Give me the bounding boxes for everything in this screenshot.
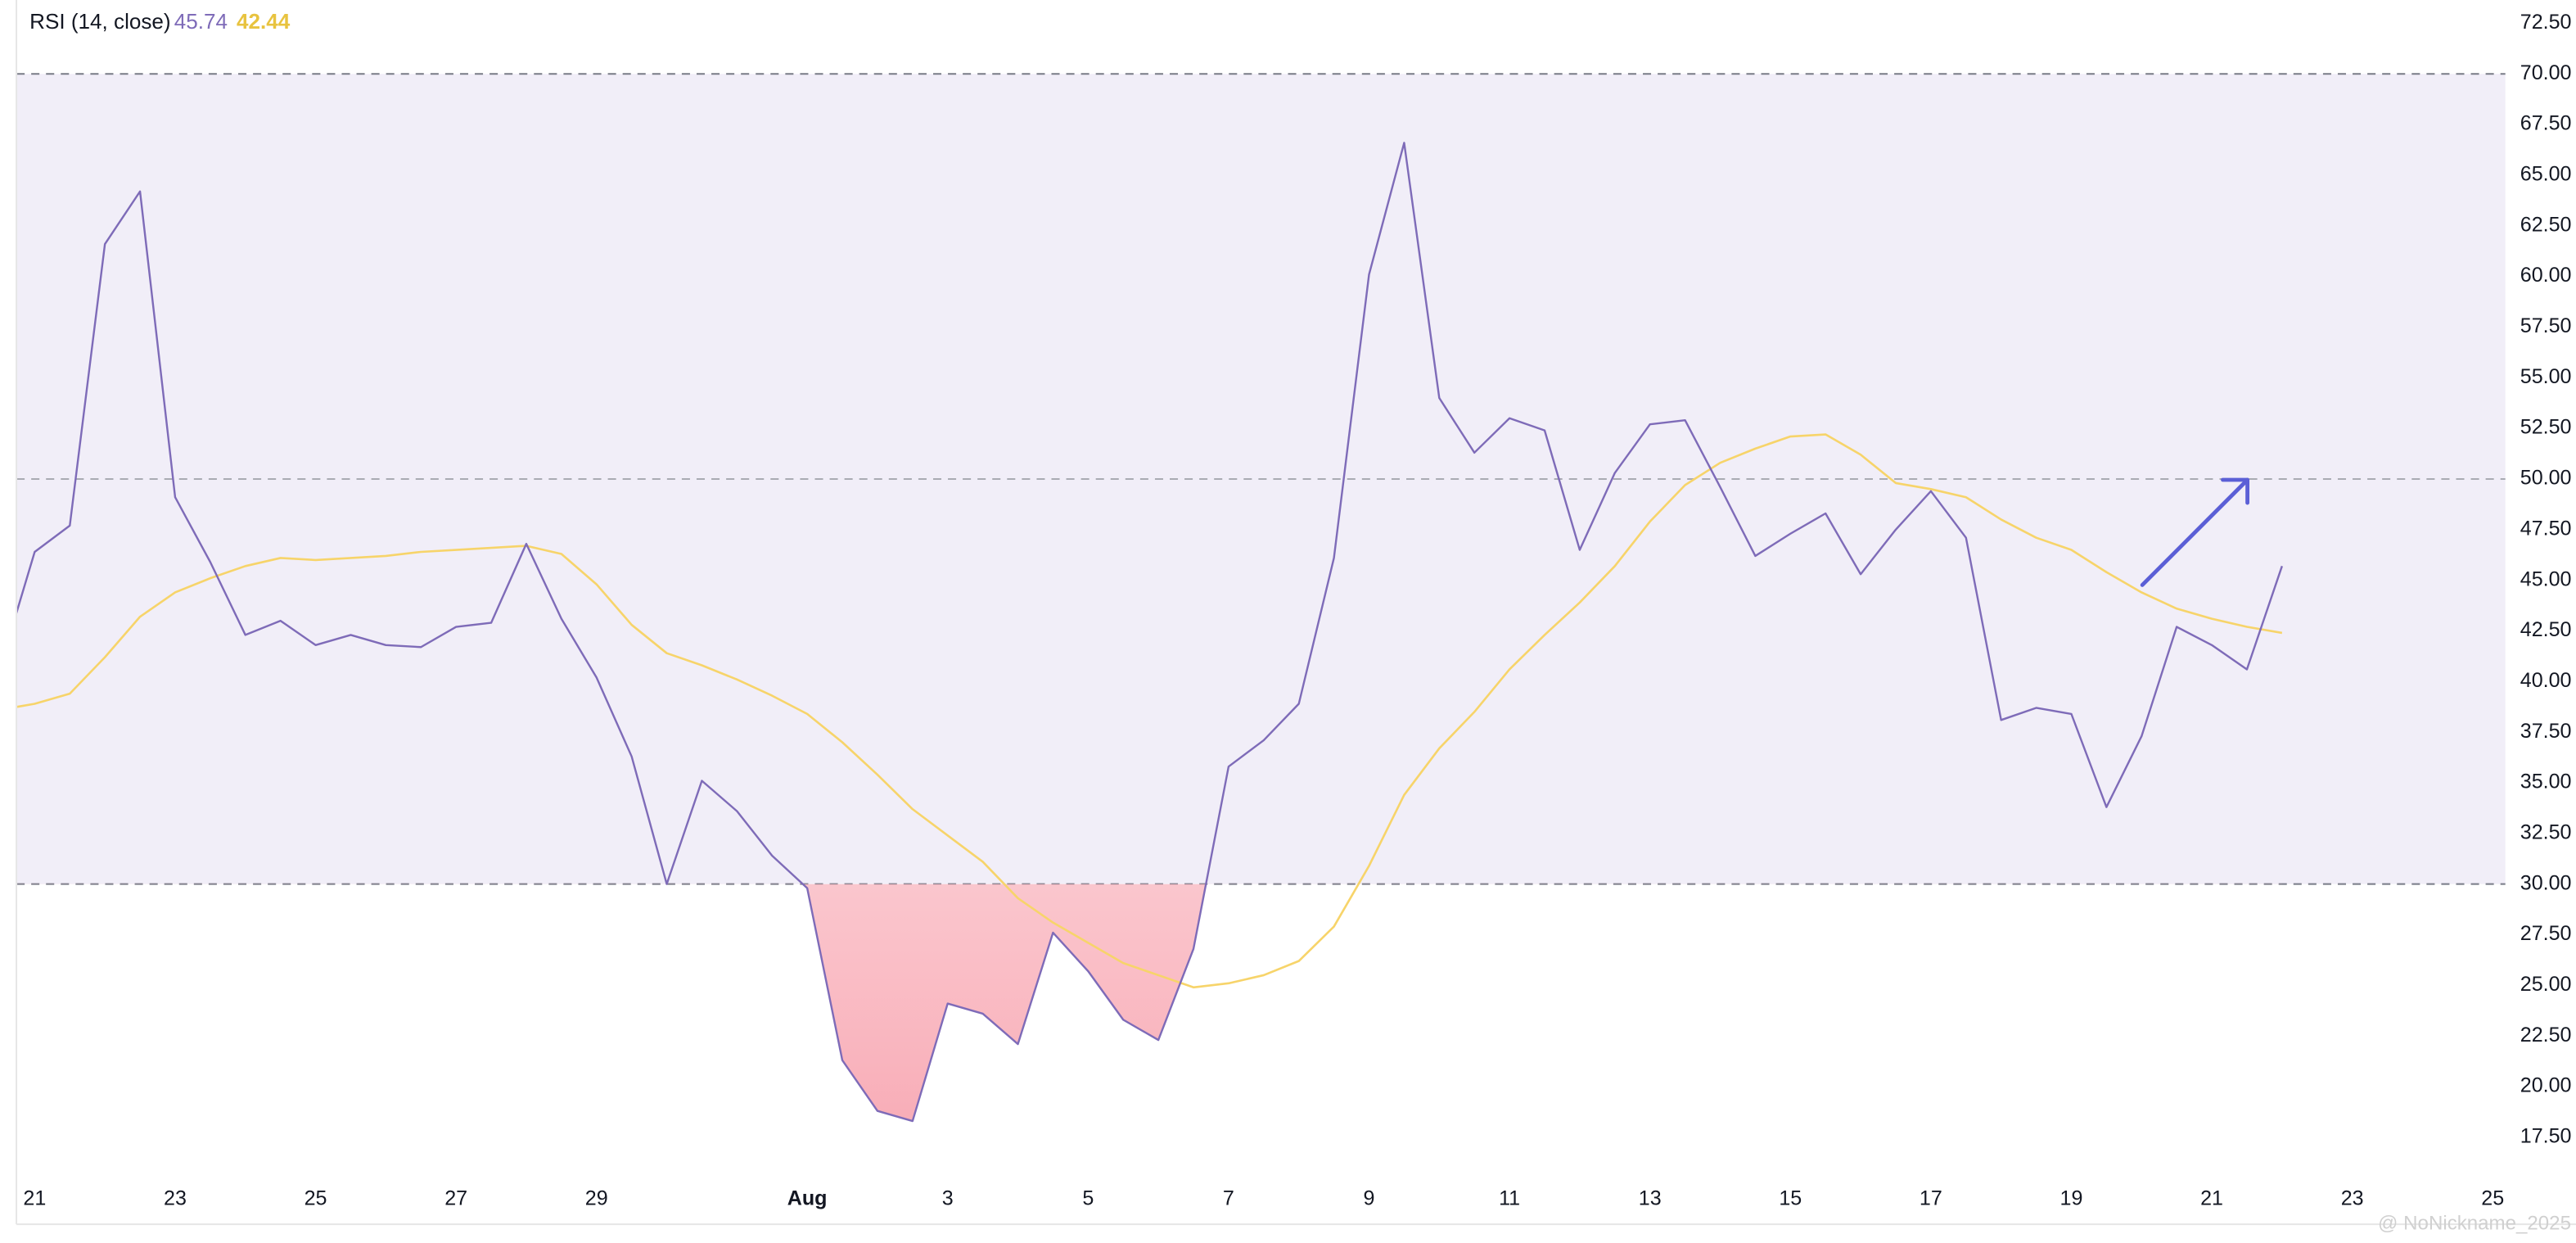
series-layer bbox=[16, 142, 2284, 1123]
x-tick-label: 5 bbox=[1082, 1187, 1094, 1210]
x-tick-label: 25 bbox=[305, 1187, 327, 1210]
x-tick-label: 23 bbox=[164, 1187, 187, 1210]
y-tick-label: 42.50 bbox=[2520, 618, 2572, 641]
y-tick-label: 30.00 bbox=[2520, 871, 2572, 894]
y-tick-label: 47.50 bbox=[2520, 517, 2572, 540]
x-tick-label: 11 bbox=[1499, 1187, 1520, 1210]
y-tick-label: 17.50 bbox=[2520, 1124, 2572, 1147]
background-layer bbox=[16, 73, 2506, 885]
y-tick-label: 45.00 bbox=[2520, 567, 2572, 590]
x-tick-label: 25 bbox=[2481, 1187, 2504, 1210]
y-tick-label: 57.50 bbox=[2520, 314, 2572, 337]
x-tick-label: 17 bbox=[1920, 1187, 1942, 1210]
x-tick-label: 23 bbox=[2341, 1187, 2364, 1210]
arrow-head bbox=[2221, 477, 2250, 505]
x-tick-label: 3 bbox=[942, 1187, 954, 1210]
x-tick-label: 13 bbox=[1639, 1187, 1662, 1210]
x-tick-label: 15 bbox=[1779, 1187, 1802, 1210]
oversold-fill bbox=[16, 884, 2282, 1122]
y-tick-label: 37.50 bbox=[2520, 720, 2572, 743]
series-line bbox=[16, 142, 2284, 1123]
y-tick-label: 20.00 bbox=[2520, 1074, 2572, 1097]
series-line bbox=[16, 433, 2283, 989]
y-tick-label: 72.50 bbox=[2520, 11, 2572, 34]
arrow-shaft bbox=[2140, 477, 2250, 587]
y-tick-label: 62.50 bbox=[2520, 213, 2572, 236]
y-tick-label: 70.00 bbox=[2520, 61, 2572, 84]
y-tick-label: 65.00 bbox=[2520, 163, 2572, 186]
current-value: 42.44 bbox=[237, 9, 291, 34]
x-tick-label: 7 bbox=[1223, 1187, 1234, 1210]
trend-arrow bbox=[2140, 477, 2250, 587]
x-tick-label: Aug bbox=[787, 1187, 828, 1210]
y-tick-label: 52.50 bbox=[2520, 416, 2572, 439]
x-tick-label: 21 bbox=[2200, 1187, 2223, 1210]
x-tick-label: 21 bbox=[23, 1187, 46, 1210]
x-tick-label: 27 bbox=[444, 1187, 467, 1210]
x-tick-label: 29 bbox=[585, 1187, 608, 1210]
watermark: @ NoNickname_2025 bbox=[2378, 1212, 2571, 1234]
y-tick-label: 25.00 bbox=[2520, 973, 2572, 996]
x-tick-label: 19 bbox=[2060, 1187, 2083, 1210]
y-tick-label: 27.50 bbox=[2520, 922, 2572, 945]
y-tick-label: 40.00 bbox=[2520, 669, 2572, 692]
y-tick-label: 55.00 bbox=[2520, 365, 2572, 388]
y-tick-label: 60.00 bbox=[2520, 264, 2572, 287]
current-value: 45.74 bbox=[174, 9, 228, 34]
y-tick-label: 67.50 bbox=[2520, 112, 2572, 135]
y-tick-label: 22.50 bbox=[2520, 1024, 2572, 1046]
x-tick-label: 9 bbox=[1364, 1187, 1375, 1210]
y-tick-label: 35.00 bbox=[2520, 771, 2572, 793]
indicator-title: RSI (14, close) bbox=[29, 9, 170, 34]
y-tick-label: 50.00 bbox=[2520, 467, 2572, 490]
y-tick-label: 32.50 bbox=[2520, 820, 2572, 843]
